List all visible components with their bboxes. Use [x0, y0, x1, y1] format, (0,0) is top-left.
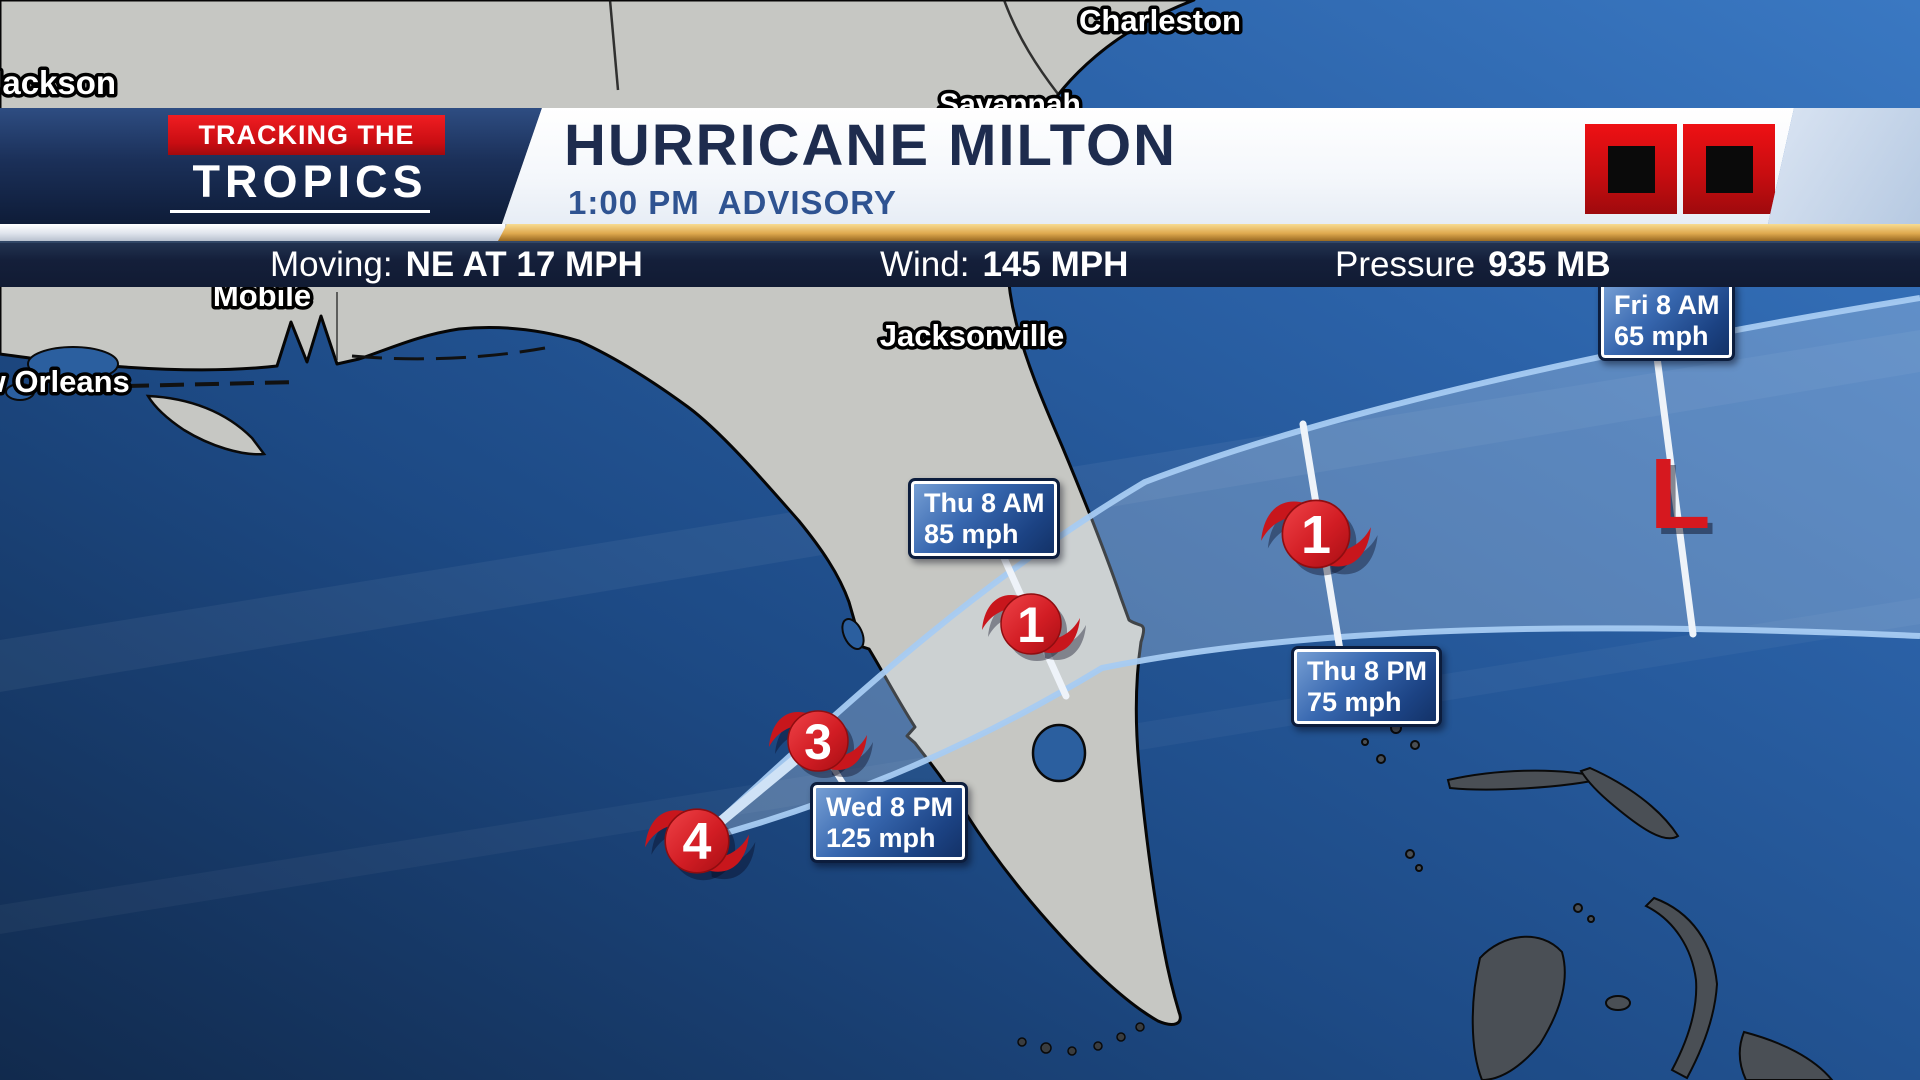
brand-line1-box: TRACKING THE [168, 115, 445, 155]
small-lake [5, 383, 35, 401]
low-marker-shadow: L [1654, 444, 1715, 556]
wind-label: Wind: [880, 245, 970, 284]
tampa-bay [841, 618, 865, 650]
forecast-time: Wed 8 PM [826, 792, 954, 822]
forecast-label-wed-8pm: Wed 8 PM 125 mph [810, 782, 969, 863]
station-logo [1585, 124, 1775, 214]
logo-square-icon [1683, 124, 1775, 214]
forecast-label-thu-8am: Thu 8 AM 85 mph [908, 478, 1060, 559]
city-label-charleston: Charleston [1079, 3, 1241, 38]
pressure-value: 935 MB [1488, 245, 1611, 284]
advisory-label: ADVISORY [717, 184, 897, 221]
moving-value: NE AT 17 MPH [405, 245, 643, 284]
brand-line2: TROPICS [192, 156, 428, 207]
forecast-wind: 125 mph [826, 822, 936, 853]
category-number-3: 3 [804, 714, 832, 770]
city-label-new-orleans: New Orleans [0, 364, 130, 399]
stat-wind: Wind: 145 MPH [880, 243, 1128, 287]
brand-panel: TRACKING THE TROPICS [0, 108, 542, 224]
forecast-wind: 75 mph [1307, 686, 1402, 717]
stat-moving: Moving: NE AT 17 MPH [270, 243, 643, 287]
category-number-4: 4 [683, 813, 712, 871]
brand-underline [170, 210, 430, 213]
title-panel: HURRICANE MILTON 1:00 PM ADVISORY [502, 108, 1794, 224]
low-pressure-marker: L [1649, 438, 1710, 550]
lake-pontchartrain [27, 346, 119, 382]
forecast-time: Thu 8 PM [1307, 656, 1427, 686]
state-border [608, 0, 620, 91]
accent-strip-silver [0, 224, 505, 241]
wind-value: 145 MPH [982, 245, 1129, 284]
pressure-label: Pressure [1335, 245, 1476, 284]
forecast-time: Thu 8 AM [924, 488, 1045, 518]
barrier-islands [351, 346, 546, 361]
forecast-label-thu-8pm: Thu 8 PM 75 mph [1291, 646, 1442, 727]
logo-square-icon [1585, 124, 1677, 214]
stat-pressure: Pressure 935 MB [1335, 243, 1611, 287]
lake-okeechobee [1031, 723, 1087, 783]
bahamas-islands [1361, 722, 1834, 1080]
forecast-wind: 85 mph [924, 518, 1019, 549]
florida-keys [1017, 1022, 1145, 1056]
city-label-jacksonville: Jacksonville [880, 318, 1064, 353]
accent-strip-gold [498, 224, 1920, 241]
advisory-line: 1:00 PM ADVISORY [568, 184, 897, 222]
city-label-jackson: Jackson [0, 64, 116, 101]
forecast-label-fri-8am: Fri 8 AM 65 mph [1598, 280, 1735, 361]
brand-line1: TRACKING THE [198, 119, 415, 150]
logo-square-inner [1608, 146, 1655, 193]
state-border [1002, 0, 1059, 95]
forecast-time: Fri 8 AM [1614, 290, 1720, 320]
title-panel-tail [1768, 108, 1920, 224]
mississippi-delta [145, 394, 267, 456]
forecast-wind: 65 mph [1614, 320, 1709, 351]
storm-title: HURRICANE MILTON [564, 113, 1178, 178]
category-number-1a: 1 [1017, 597, 1045, 653]
category-number-1b: 1 [1301, 505, 1331, 565]
moving-label: Moving: [270, 245, 393, 284]
advisory-time: 1:00 PM [568, 184, 700, 221]
storm-stats-bar: Moving: NE AT 17 MPH Wind: 145 MPH Press… [0, 241, 1920, 287]
label-tick [1651, 338, 1697, 638]
logo-square-inner [1706, 146, 1753, 193]
barrier-islands [124, 380, 299, 388]
